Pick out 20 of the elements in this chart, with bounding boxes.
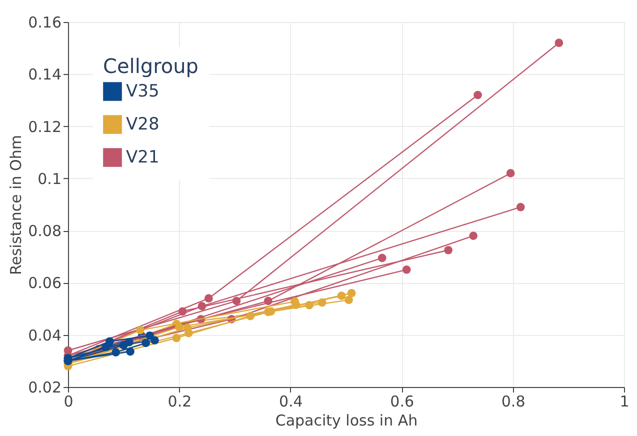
y-tick-label: 0.14 (28, 66, 62, 84)
x-tick-label: 0.2 (168, 392, 192, 410)
y-tick-label: 0.04 (28, 326, 62, 344)
legend-title: Cellgroup (103, 54, 198, 78)
x-tick-label: 0.8 (501, 392, 526, 410)
legend-label: V21 (126, 148, 160, 168)
legend-label: V35 (126, 82, 160, 102)
y-tick-label: 0.1 (38, 170, 62, 188)
y-axis-title: Resistance in Ohm (7, 135, 26, 275)
legend-label: V28 (126, 114, 160, 134)
y-tick-label: 0.02 (28, 378, 62, 396)
y-tick-label: 0.06 (28, 274, 62, 292)
y-tick-label: 0.16 (28, 14, 62, 32)
x-tick-label: 0.6 (390, 392, 414, 410)
y-tick-label: 0.12 (28, 118, 62, 136)
x-axis-title: Capacity loss in Ah (275, 412, 418, 430)
y-tick-label: 0.08 (28, 222, 62, 240)
x-tick-label: 0.4 (278, 392, 303, 410)
x-tick-label: 1 (620, 392, 630, 410)
x-tick-label: 0 (64, 392, 74, 410)
